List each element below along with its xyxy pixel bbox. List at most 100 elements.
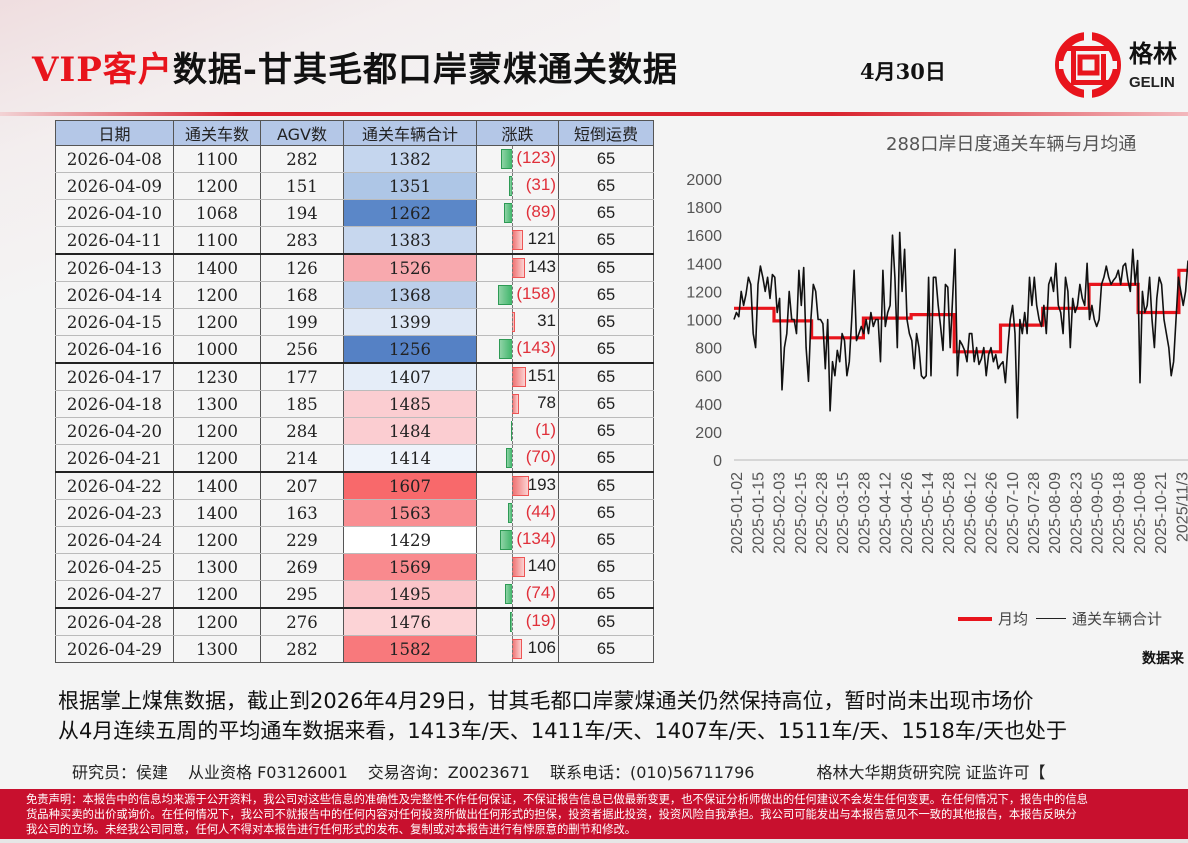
table-row: 2026-04-16 1000 256 1256 (143) 65	[55, 335, 654, 364]
table-row: 2026-04-09 1200 151 1351 (31) 65	[55, 172, 654, 200]
cell-change: (134)	[476, 526, 559, 554]
legend-swatch-total	[1036, 617, 1067, 620]
disclaimer-line-1: 免责声明：本报告中的信息均来源于公开资料，我公司对这些信息的准确性及完整性不作任…	[26, 793, 1088, 806]
cell-change: (19)	[476, 608, 559, 636]
change-value: 151	[527, 366, 556, 385]
customs-data-table: 日期 通关车数 AGV数 通关车辆合计 涨跌 短倒运费 2026-04-08 11…	[55, 120, 654, 663]
cell-fee: 65	[558, 145, 654, 173]
cell-total: 1607	[343, 472, 477, 500]
x-tick-label: 2025-07-28	[1026, 472, 1043, 554]
y-tick-label: 1400	[686, 256, 722, 273]
cell-change: 106	[476, 635, 559, 663]
cell-cars: 1400	[173, 499, 261, 527]
cell-agv: 207	[260, 472, 344, 500]
disclaimer-line-2: 货品种买卖的出价或询价。在任何情况下，我公司不就报告中的任何内容对任何投资所做出…	[26, 808, 1077, 821]
cell-fee: 65	[558, 335, 654, 364]
cell-total: 1262	[343, 199, 477, 227]
change-bar-positive	[512, 557, 525, 577]
cell-fee: 65	[558, 199, 654, 227]
change-value: (89)	[525, 202, 556, 221]
cell-total: 1407	[343, 363, 477, 391]
y-tick-label: 1000	[686, 313, 722, 330]
cell-total: 1256	[343, 335, 477, 364]
change-value: (123)	[516, 148, 556, 167]
table-row: 2026-04-18 1300 185 1485 78 65	[55, 390, 654, 418]
cell-cars: 1100	[173, 145, 261, 173]
change-value: (70)	[525, 447, 556, 466]
cell-total: 1569	[343, 553, 477, 581]
cell-total: 1526	[343, 254, 477, 282]
cell-change: (70)	[476, 444, 559, 473]
legend-label-total: 通关车辆合计	[1072, 610, 1163, 628]
cell-date: 2026-04-16	[55, 335, 174, 364]
table-row: 2026-04-29 1300 282 1582 106 65	[55, 635, 654, 663]
cell-change: (123)	[476, 145, 559, 173]
change-value: 143	[527, 257, 556, 276]
cell-agv: 199	[260, 308, 344, 336]
bottom-strip	[0, 839, 1188, 843]
disclaimer: 免责声明：本报告中的信息均来源于公开资料，我公司对这些信息的准确性及完整性不作任…	[0, 789, 1188, 839]
x-tick-label: 2025-02-28	[814, 472, 831, 554]
col-header-agv: AGV数	[260, 120, 344, 146]
cell-agv: 151	[260, 172, 344, 200]
cell-agv: 185	[260, 390, 344, 418]
cell-date: 2026-04-25	[55, 553, 174, 581]
table-row: 2026-04-10 1068 194 1262 (89) 65	[55, 199, 654, 227]
cell-total: 1414	[343, 444, 477, 473]
x-tick-label: 2025-04-26	[899, 472, 916, 554]
cell-cars: 1230	[173, 363, 261, 391]
change-bar-negative	[497, 285, 512, 305]
x-tick-label: 2025-06-26	[984, 472, 1001, 554]
cell-cars: 1100	[173, 226, 261, 255]
change-value: (74)	[525, 583, 556, 602]
cell-fee: 65	[558, 580, 654, 609]
x-tick-label: 2025-02-15	[793, 472, 810, 554]
cell-fee: 65	[558, 499, 654, 527]
x-tick-label: 2025-03-28	[856, 472, 873, 554]
report-date: 4月30日	[860, 59, 946, 84]
gelin-logo-icon	[1055, 32, 1121, 98]
cell-fee: 65	[558, 608, 654, 636]
x-tick-label: 2025-09-05	[1090, 472, 1107, 554]
cell-total: 1383	[343, 226, 477, 255]
disclaimer-line-3: 我公司的立场。未经我公司同意，任何人不得对本报告进行任何形式的发布、复制或对本报…	[26, 823, 637, 836]
change-axis	[512, 500, 513, 526]
cell-fee: 65	[558, 417, 654, 445]
change-value: 78	[537, 393, 556, 412]
table-row: 2026-04-27 1200 295 1495 (74) 65	[55, 580, 654, 609]
change-bar-negative	[499, 339, 512, 359]
cell-date: 2026-04-09	[55, 172, 174, 200]
cell-total: 1485	[343, 390, 477, 418]
logo-cn-text: 格林	[1129, 39, 1177, 68]
change-value: 193	[527, 475, 556, 494]
cell-cars: 1400	[173, 254, 261, 282]
cell-date: 2026-04-14	[55, 281, 174, 309]
daily-total-line	[733, 231, 1188, 419]
change-value: (1)	[535, 420, 556, 439]
organization: 格林大华期货研究院 证监许可【	[816, 763, 1046, 782]
change-axis	[512, 636, 513, 662]
cell-agv: 282	[260, 635, 344, 663]
cell-fee: 65	[558, 308, 654, 336]
cell-change: 78	[476, 390, 559, 418]
cell-total: 1382	[343, 145, 477, 173]
y-tick-label: 1600	[686, 228, 722, 245]
cell-total: 1495	[343, 580, 477, 609]
x-tick-label: 2025-04-12	[878, 472, 895, 554]
cell-date: 2026-04-13	[55, 254, 174, 282]
researcher: 研究员：侯建	[72, 763, 169, 782]
change-bar-negative	[511, 421, 512, 441]
table-row: 2026-04-17 1230 177 1407 151 65	[55, 363, 654, 391]
change-value: 140	[527, 556, 556, 575]
cell-cars: 1200	[173, 608, 261, 636]
cell-change: (31)	[476, 172, 559, 200]
change-axis	[512, 418, 513, 444]
change-bar-negative	[510, 612, 512, 632]
cell-change: (74)	[476, 580, 559, 609]
cell-total: 1582	[343, 635, 477, 663]
change-bar-positive	[512, 394, 520, 414]
x-tick-label: 2025-02-03	[772, 472, 789, 554]
table-row: 2026-04-25 1300 269 1569 140 65	[55, 553, 654, 581]
cell-change: (1)	[476, 417, 559, 445]
change-bar-negative	[505, 448, 512, 468]
